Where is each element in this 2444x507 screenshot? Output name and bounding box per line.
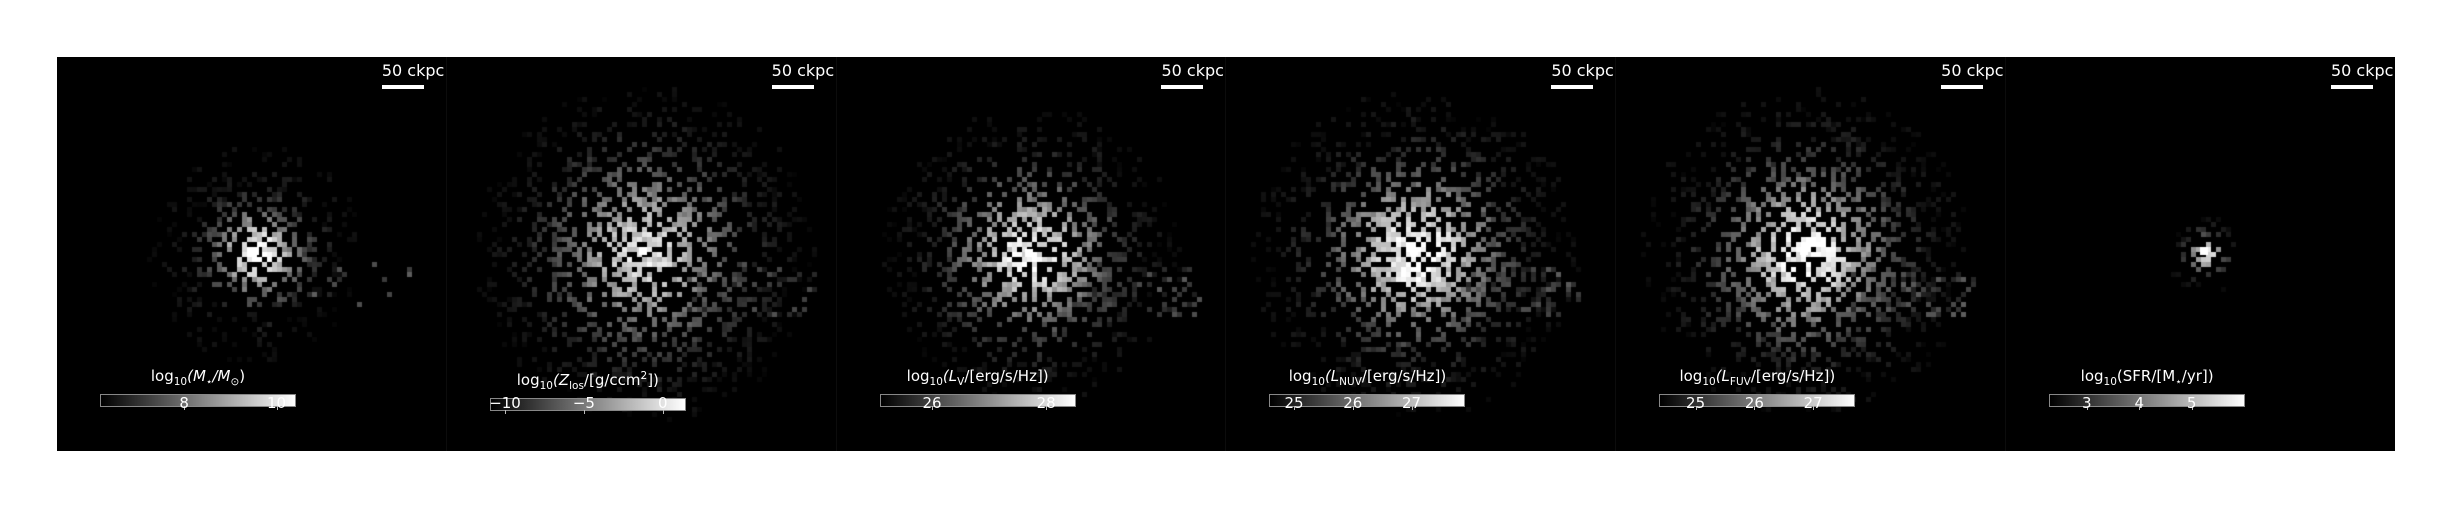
scale-bar-label: 50 ckpc [381,61,445,80]
colorbar: log10(Zlos/[g/ccm2]) −10 −5 0 [489,367,685,414]
scale-bar-label: 50 ckpc [1941,61,2004,80]
panel-star-formation-rate: 50 ckpc log10(SFR/[M⋆/yr]) 3 4 5 [2005,57,2395,451]
colorbar-label: log10(LNUV/[erg/s/Hz]) [1288,367,1447,388]
colorbar: log10(SFR/[M⋆/yr]) 3 4 5 [2050,367,2245,411]
map-strip: 50 ckpc log10(M⋆/M⊙) 8 10 50 ckpc log10(Z… [57,57,2395,451]
colorbar-tick-label: 4 [2134,394,2145,412]
colorbar-tick-label: 26 [1744,394,1764,412]
colorbar: log10(LV/[erg/s/Hz]) 26 28 [880,367,1075,411]
colorbar: log10(M⋆/M⊙) 8 10 [101,367,295,411]
colorbar-label: log10(M⋆/M⊙) [150,367,246,388]
panel-metallicity: 50 ckpc log10(Zlos/[g/ccm2]) −10 −5 0 [445,57,836,451]
scale-bar-line [1941,85,1984,89]
scale-bar: 50 ckpc [381,61,445,89]
colorbar-tick-label: 27 [1803,394,1823,412]
colorbar-label: log10(LFUV/[erg/s/Hz]) [1679,367,1836,388]
colorbar-tick [1046,406,1048,410]
panel-stellar-mass: 50 ckpc log10(M⋆/M⊙) 8 10 [57,57,446,451]
colorbar-tick [1813,406,1815,410]
colorbar-tick [1293,406,1295,410]
colorbar-tick [2191,406,2193,410]
star-formation-rate-map [2006,57,2395,451]
panel-nuv-luminosity: 50 ckpc log10(LNUV/[erg/s/Hz]) 25 26 27 [1225,57,1616,451]
colorbar-tick-label: 27 [1402,394,1422,412]
colorbar-tick-label: 26 [922,394,942,412]
v-band-luminosity-map [836,57,1226,451]
colorbar-label: log10(LV/[erg/s/Hz]) [906,367,1049,388]
colorbar-tick [1754,406,1756,410]
panel-fuv-luminosity: 50 ckpc log10(LFUV/[erg/s/Hz]) 25 26 27 [1615,57,2006,451]
colorbar-tick [932,406,933,410]
nuv-luminosity-map [1226,57,1616,451]
scale-bar-label: 50 ckpc [2330,61,2394,80]
colorbar-tick-label: −10 [489,394,521,412]
colorbar-gradient [2050,395,2245,410]
colorbar-tick-label: 5 [2186,394,2197,412]
colorbar-tick [2086,406,2088,410]
scale-bar-label: 50 ckpc [771,61,835,80]
colorbar-tick [276,406,278,410]
colorbar-gradient [1270,395,1465,410]
colorbar-tick [583,410,585,414]
fuv-luminosity-map [1616,57,2006,451]
colorbar-tick [2139,406,2141,410]
colorbar-tick-label: 25 [1284,394,1304,412]
colorbar-tick [1695,406,1697,410]
colorbar-tick [1352,406,1354,410]
colorbar: log10(LFUV/[erg/s/Hz]) 25 26 27 [1660,367,1855,411]
colorbar-label: log10(Zlos/[g/ccm2]) [516,370,659,392]
scale-bar-line [381,85,424,89]
colorbar-tick [184,406,186,410]
colorbar-tick-label: 3 [2082,394,2092,412]
colorbar-tick-label: −5 [572,394,595,412]
colorbar-tick [505,410,507,414]
scale-bar-line [1161,85,1204,89]
scale-bar-line [2330,85,2373,89]
colorbar-tick-label: 10 [266,394,287,412]
scale-bar: 50 ckpc [2330,61,2394,89]
colorbar-gradient [490,399,685,414]
colorbar-label: log10(SFR/[M⋆/yr]) [2080,367,2214,388]
colorbar-tick [1411,406,1413,410]
colorbar-tick-label: 0 [657,394,668,412]
scale-bar: 50 ckpc [1551,61,1614,89]
colorbar-gradient [1660,395,1855,410]
colorbar: log10(LNUV/[erg/s/Hz]) 25 26 27 [1270,367,1465,411]
colorbar-gradient [101,395,295,410]
colorbar-gradient [880,395,1075,410]
stellar-mass-map [57,57,446,451]
scale-bar-label: 50 ckpc [1551,61,1614,80]
colorbar-tick-label: 8 [179,394,189,412]
scale-bar: 50 ckpc [1161,61,1224,89]
scale-bar-line [1551,85,1594,89]
colorbar-tick [662,410,664,414]
scale-bar-line [771,85,814,89]
colorbar-tick-label: 25 [1686,394,1706,412]
metallicity-map [446,57,836,451]
colorbar-tick-label: 26 [1343,394,1363,412]
scale-bar: 50 ckpc [1941,61,2004,89]
scale-bar-label: 50 ckpc [1161,61,1224,80]
panel-v-band-luminosity: 50 ckpc log10(LV/[erg/s/Hz]) 26 28 [835,57,1226,451]
scale-bar: 50 ckpc [771,61,835,89]
colorbar-tick-label: 28 [1036,394,1056,412]
